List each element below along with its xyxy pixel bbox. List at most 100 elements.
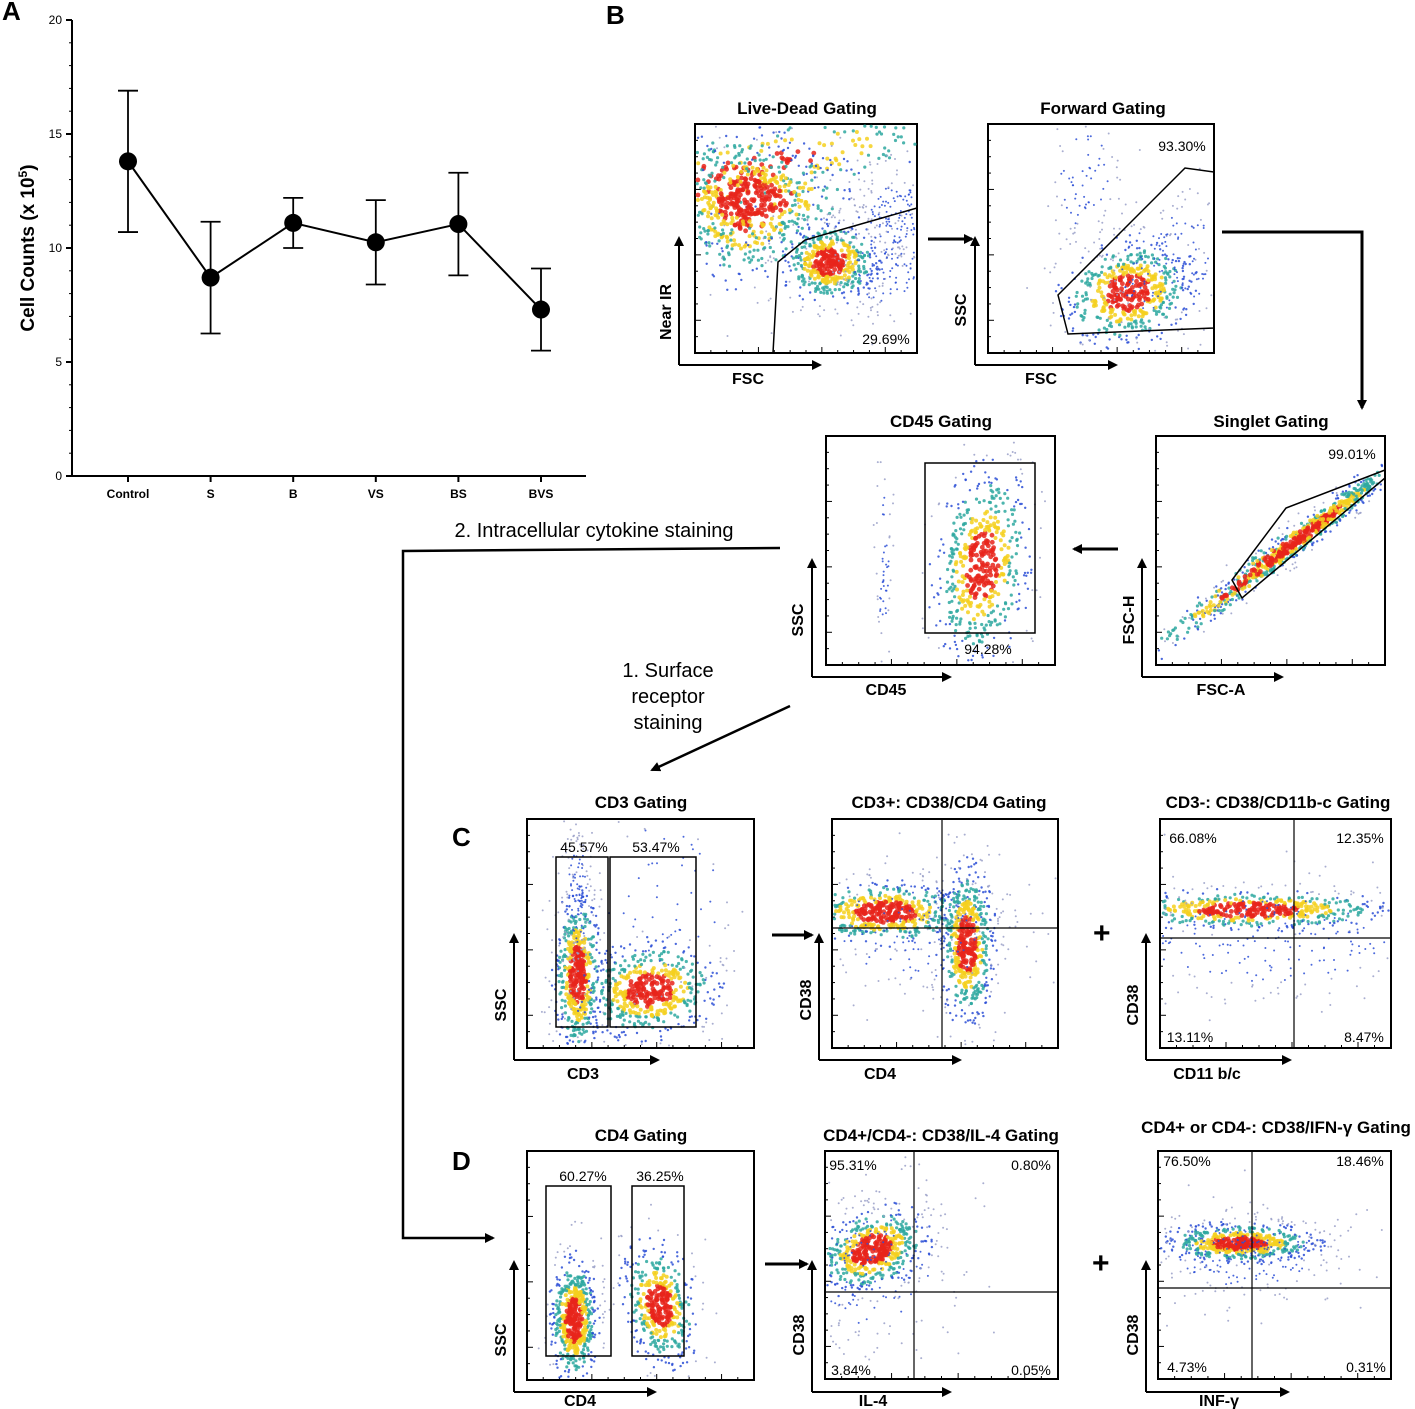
event-dot: [717, 982, 721, 985]
event-dot: [760, 134, 764, 137]
event-dot: [753, 159, 757, 163]
event-dot: [591, 899, 594, 902]
event-dot: [833, 156, 838, 161]
event-dot: [583, 1011, 586, 1014]
event-dot: [1180, 232, 1183, 235]
event-dot: [1163, 628, 1166, 631]
event-dot: [879, 240, 881, 243]
event-dot: [570, 1019, 574, 1024]
event-dot: [710, 975, 713, 978]
event-dot: [1069, 313, 1072, 316]
event-dot: [830, 207, 834, 211]
event-dot: [568, 959, 571, 962]
event-dot: [726, 288, 729, 291]
event-dot: [1084, 207, 1087, 210]
event-dot: [575, 937, 578, 940]
event-dot: [721, 986, 724, 989]
event-dot: [646, 936, 649, 939]
event-dot: [580, 1039, 583, 1042]
event-dot: [644, 1015, 648, 1019]
event-dot: [1052, 311, 1055, 314]
event-dot: [928, 563, 932, 566]
event-dot: [849, 282, 852, 285]
event-dot: [1049, 324, 1052, 327]
event-dot: [1190, 225, 1193, 228]
event-dot: [706, 232, 710, 236]
event-dot: [579, 965, 585, 971]
event-dot: [591, 831, 593, 834]
event-dot: [1136, 314, 1141, 319]
event-dot: [836, 312, 839, 315]
event-dot: [860, 242, 864, 246]
event-dot: [1116, 302, 1121, 308]
event-dot: [1116, 262, 1120, 266]
event-dot: [1168, 634, 1172, 638]
event-dot: [1181, 205, 1183, 208]
event-dot: [1026, 287, 1029, 289]
event-dot: [792, 190, 797, 194]
event-dot: [899, 135, 903, 139]
event-dot: [1127, 322, 1131, 326]
event-dot: [895, 263, 897, 265]
event-dot: [877, 156, 881, 160]
event-dot: [878, 620, 880, 623]
event-dot: [1109, 258, 1112, 261]
event-dot: [912, 184, 915, 187]
event-dot: [565, 890, 568, 893]
event-dot: [1312, 541, 1315, 544]
event-dot: [1086, 334, 1089, 337]
event-dot: [778, 207, 784, 213]
event-dot: [865, 250, 870, 254]
event-dot: [983, 481, 986, 484]
event-dot: [1217, 609, 1221, 613]
event-dot: [1251, 558, 1255, 563]
event-dot: [709, 158, 713, 162]
event-dot: [1193, 295, 1196, 298]
event-dot: [760, 256, 764, 261]
event-dot: [1002, 543, 1007, 548]
event-dot: [763, 246, 767, 250]
event-dot: [1276, 536, 1280, 540]
event-dot: [782, 179, 786, 183]
event-dot: [684, 959, 688, 964]
event-dot: [912, 233, 915, 236]
event-dot: [858, 178, 860, 181]
event-dot: [982, 626, 986, 630]
event-dot: [613, 1035, 616, 1038]
event-dot: [1015, 537, 1019, 542]
event-dot: [1144, 254, 1148, 258]
event-dot: [884, 159, 887, 162]
event-dot: [1044, 500, 1046, 503]
event-dot: [808, 165, 812, 169]
event-dot: [647, 1022, 651, 1026]
event-dot: [960, 580, 965, 585]
event-dot: [857, 293, 860, 296]
event-dot: [1052, 302, 1054, 304]
event-dot: [1295, 566, 1298, 569]
event-dot: [1127, 303, 1133, 308]
event-dot: [1331, 491, 1334, 495]
event-dot: [820, 251, 826, 256]
event-dot: [891, 257, 893, 260]
event-dot: [1196, 224, 1199, 227]
event-dot: [965, 588, 970, 593]
event-dot: [1171, 258, 1174, 262]
event-dot: [879, 195, 882, 198]
event-dot: [950, 552, 955, 556]
event-dot: [816, 176, 818, 179]
event-dot: [1099, 290, 1104, 295]
event-dot: [690, 962, 695, 966]
event-dot: [746, 169, 751, 173]
event-dot: [884, 607, 887, 610]
event-dot: [1122, 291, 1125, 294]
event-dot: [801, 236, 805, 239]
event-dot: [662, 1011, 667, 1016]
event-dot: [771, 250, 776, 254]
event-dot: [721, 257, 723, 260]
event-dot: [702, 168, 705, 172]
event-dot: [1116, 176, 1119, 179]
event-dot: [580, 885, 583, 888]
event-dot: [682, 835, 685, 838]
event-dot: [981, 518, 986, 522]
event-dot: [688, 939, 691, 942]
